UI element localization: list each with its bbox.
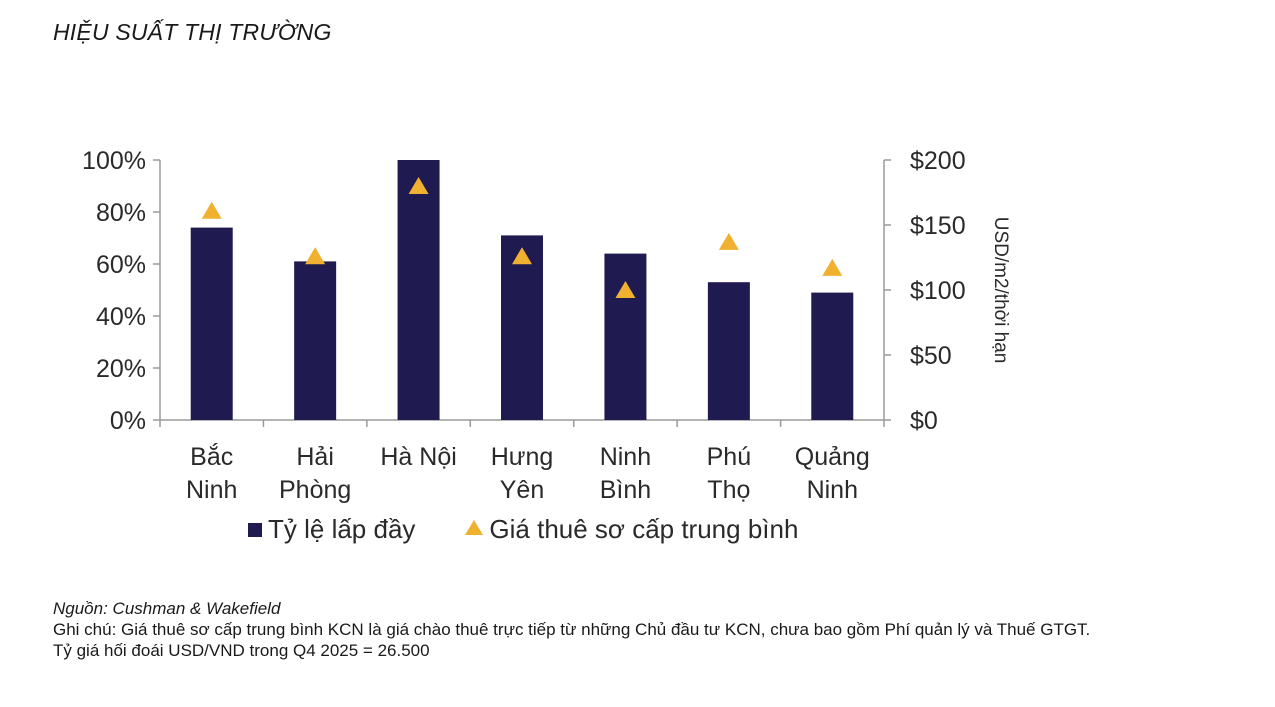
category-label: Hà Nội xyxy=(380,443,456,471)
page-title: HIỆU SUẤT THỊ TRƯỜNG xyxy=(53,19,332,45)
marker-rent xyxy=(718,232,739,250)
right-tick-label: $150 xyxy=(910,212,966,240)
category-label: Phú Thọ xyxy=(707,443,751,504)
category-label: Bắc Ninh xyxy=(186,442,237,504)
marker-rent xyxy=(201,201,222,219)
marker-rent xyxy=(408,177,429,194)
legend-item-occupancy: Tỷ lệ lấp đầy xyxy=(248,514,415,545)
bar-occupancy xyxy=(294,261,337,420)
legend-swatch-bar xyxy=(248,522,262,537)
marker-rent xyxy=(305,247,326,265)
legend-label-rent: Giá thuê sơ cấp trung bình xyxy=(489,514,799,544)
right-tick-label: $100 xyxy=(910,277,966,305)
marker-rent xyxy=(822,258,843,276)
footnote-source: Nguồn: Cushman & Wakefield xyxy=(53,599,281,618)
legend-swatch-triangle xyxy=(465,520,484,535)
category-label: Quảng Ninh xyxy=(795,443,870,504)
category-label: Hải Phòng xyxy=(279,443,351,504)
bar-occupancy xyxy=(190,227,233,420)
bar-occupancy xyxy=(604,253,647,420)
left-tick-label: 60% xyxy=(96,251,146,279)
legend-item-rent: Giá thuê sơ cấp trung bình xyxy=(465,514,798,545)
footnotes: Nguồn: Cushman & Wakefield Ghi chú: Giá … xyxy=(53,598,1253,661)
footnote-note: Ghi chú: Giá thuê sơ cấp trung bình KCN … xyxy=(53,620,1091,639)
marker-rent xyxy=(512,247,532,265)
right-tick-label: $0 xyxy=(910,407,938,435)
legend-label-occupancy: Tỷ lệ lấp đầy xyxy=(268,514,416,544)
right-tick-label: $200 xyxy=(910,147,966,175)
footnote-exchange-rate: Tỷ giá hối đoái USD/VND trong Q4 2025 = … xyxy=(53,641,430,660)
category-label: Ninh Bình xyxy=(600,443,651,504)
bar-occupancy xyxy=(811,292,854,420)
left-tick-label: 100% xyxy=(82,147,146,175)
category-label: Hưng Yên xyxy=(491,443,554,504)
left-tick-label: 20% xyxy=(96,355,146,383)
chart: 0% 20% 40% 60% 80% 100% $0 $50 $100 $150 $200 USD/m… xyxy=(82,147,1011,504)
bar-occupancy xyxy=(707,282,750,420)
legend: Tỷ lệ lấp đầy Giá thuê sơ cấp trung bình xyxy=(248,514,848,545)
right-axis-title: USD/m2/thời hạn xyxy=(990,217,1011,364)
marker-rent xyxy=(615,281,636,298)
right-tick-label: $50 xyxy=(910,342,952,370)
left-tick-label: 40% xyxy=(96,303,146,331)
left-tick-label: 80% xyxy=(96,199,146,227)
left-tick-label: 0% xyxy=(110,407,146,435)
bar-occupancy xyxy=(397,160,440,420)
bar-occupancy xyxy=(501,235,543,420)
